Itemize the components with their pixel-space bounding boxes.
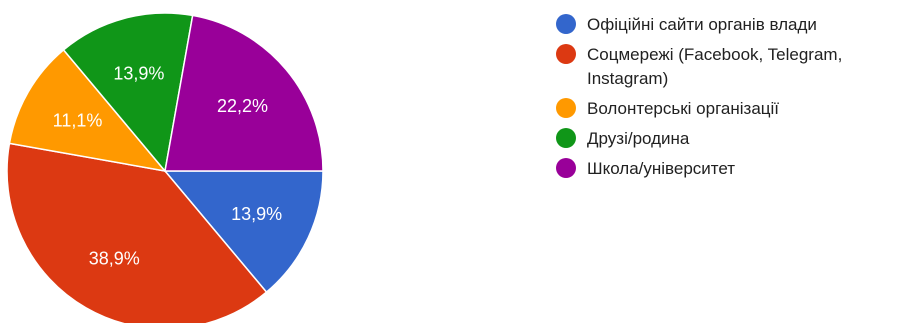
legend-swatch-icon	[556, 14, 576, 34]
legend-swatch-icon	[556, 98, 576, 118]
legend-item-3[interactable]: Волонтерські організації	[556, 97, 902, 121]
slice-value-label-5: 22,2%	[217, 96, 268, 116]
pie-slice-4[interactable]	[62, 12, 194, 173]
legend-label: Офіційні сайти органів влади	[587, 15, 817, 34]
slice-value-label-3: 11,1%	[53, 110, 103, 130]
legend-label: Волонтерські організації	[587, 99, 780, 118]
legend-swatch-icon	[556, 44, 576, 64]
pie-slice-3[interactable]	[8, 48, 167, 173]
legend-swatch-icon	[556, 158, 576, 178]
legend-item-2[interactable]: Соцмережі (Facebook, Telegram, Instagram…	[556, 43, 902, 91]
legend-label: Школа/університет	[587, 159, 736, 178]
chart-legend: Офіційні сайти органів влади Соцмережі (F…	[556, 13, 902, 187]
slice-value-label-4: 13,9%	[113, 63, 164, 83]
legend-item-4[interactable]: Друзі/родина	[556, 127, 902, 151]
legend-item-1[interactable]: Офіційні сайти органів влади	[556, 13, 902, 37]
pie-slice-2[interactable]	[6, 142, 268, 323]
legend-swatch-icon	[556, 128, 576, 148]
pie-chart: 13,9% 38,9% 11,1% 13,9% 22,2%	[6, 12, 324, 323]
slice-value-label-1: 13,9%	[231, 204, 282, 224]
pie-slice-5[interactable]	[164, 14, 324, 172]
legend-label: Соцмережі (Facebook, Telegram, Instagram…	[587, 45, 843, 88]
legend-item-5[interactable]: Школа/університет	[556, 157, 902, 181]
slice-value-label-2: 38,9%	[89, 249, 140, 269]
legend-label: Друзі/родина	[587, 129, 690, 148]
pie-slice-1[interactable]	[163, 170, 324, 294]
